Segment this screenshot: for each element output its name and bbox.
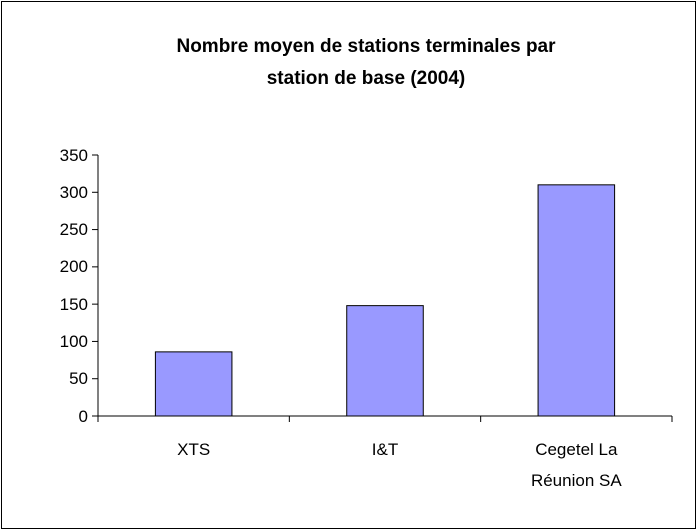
y-tick-label: 0 — [78, 406, 88, 426]
bar — [537, 184, 616, 417]
y-tick-label: 350 — [59, 145, 88, 165]
y-tick-label: 250 — [59, 220, 88, 240]
chart-title: Nombre moyen de stations terminales par … — [176, 36, 556, 89]
bar — [154, 351, 233, 417]
y-tick-label: 200 — [59, 257, 88, 277]
y-tick-label: 150 — [59, 294, 88, 314]
y-tick-label: 50 — [69, 369, 88, 389]
x-tick-label: I&T — [371, 440, 399, 459]
bar — [346, 305, 424, 417]
y-tick-label: 100 — [59, 331, 88, 351]
y-tick-label: 300 — [59, 182, 88, 202]
x-tick-label: XTS — [177, 440, 211, 459]
x-tick-label: Cegetel La Réunion SA — [530, 440, 622, 490]
